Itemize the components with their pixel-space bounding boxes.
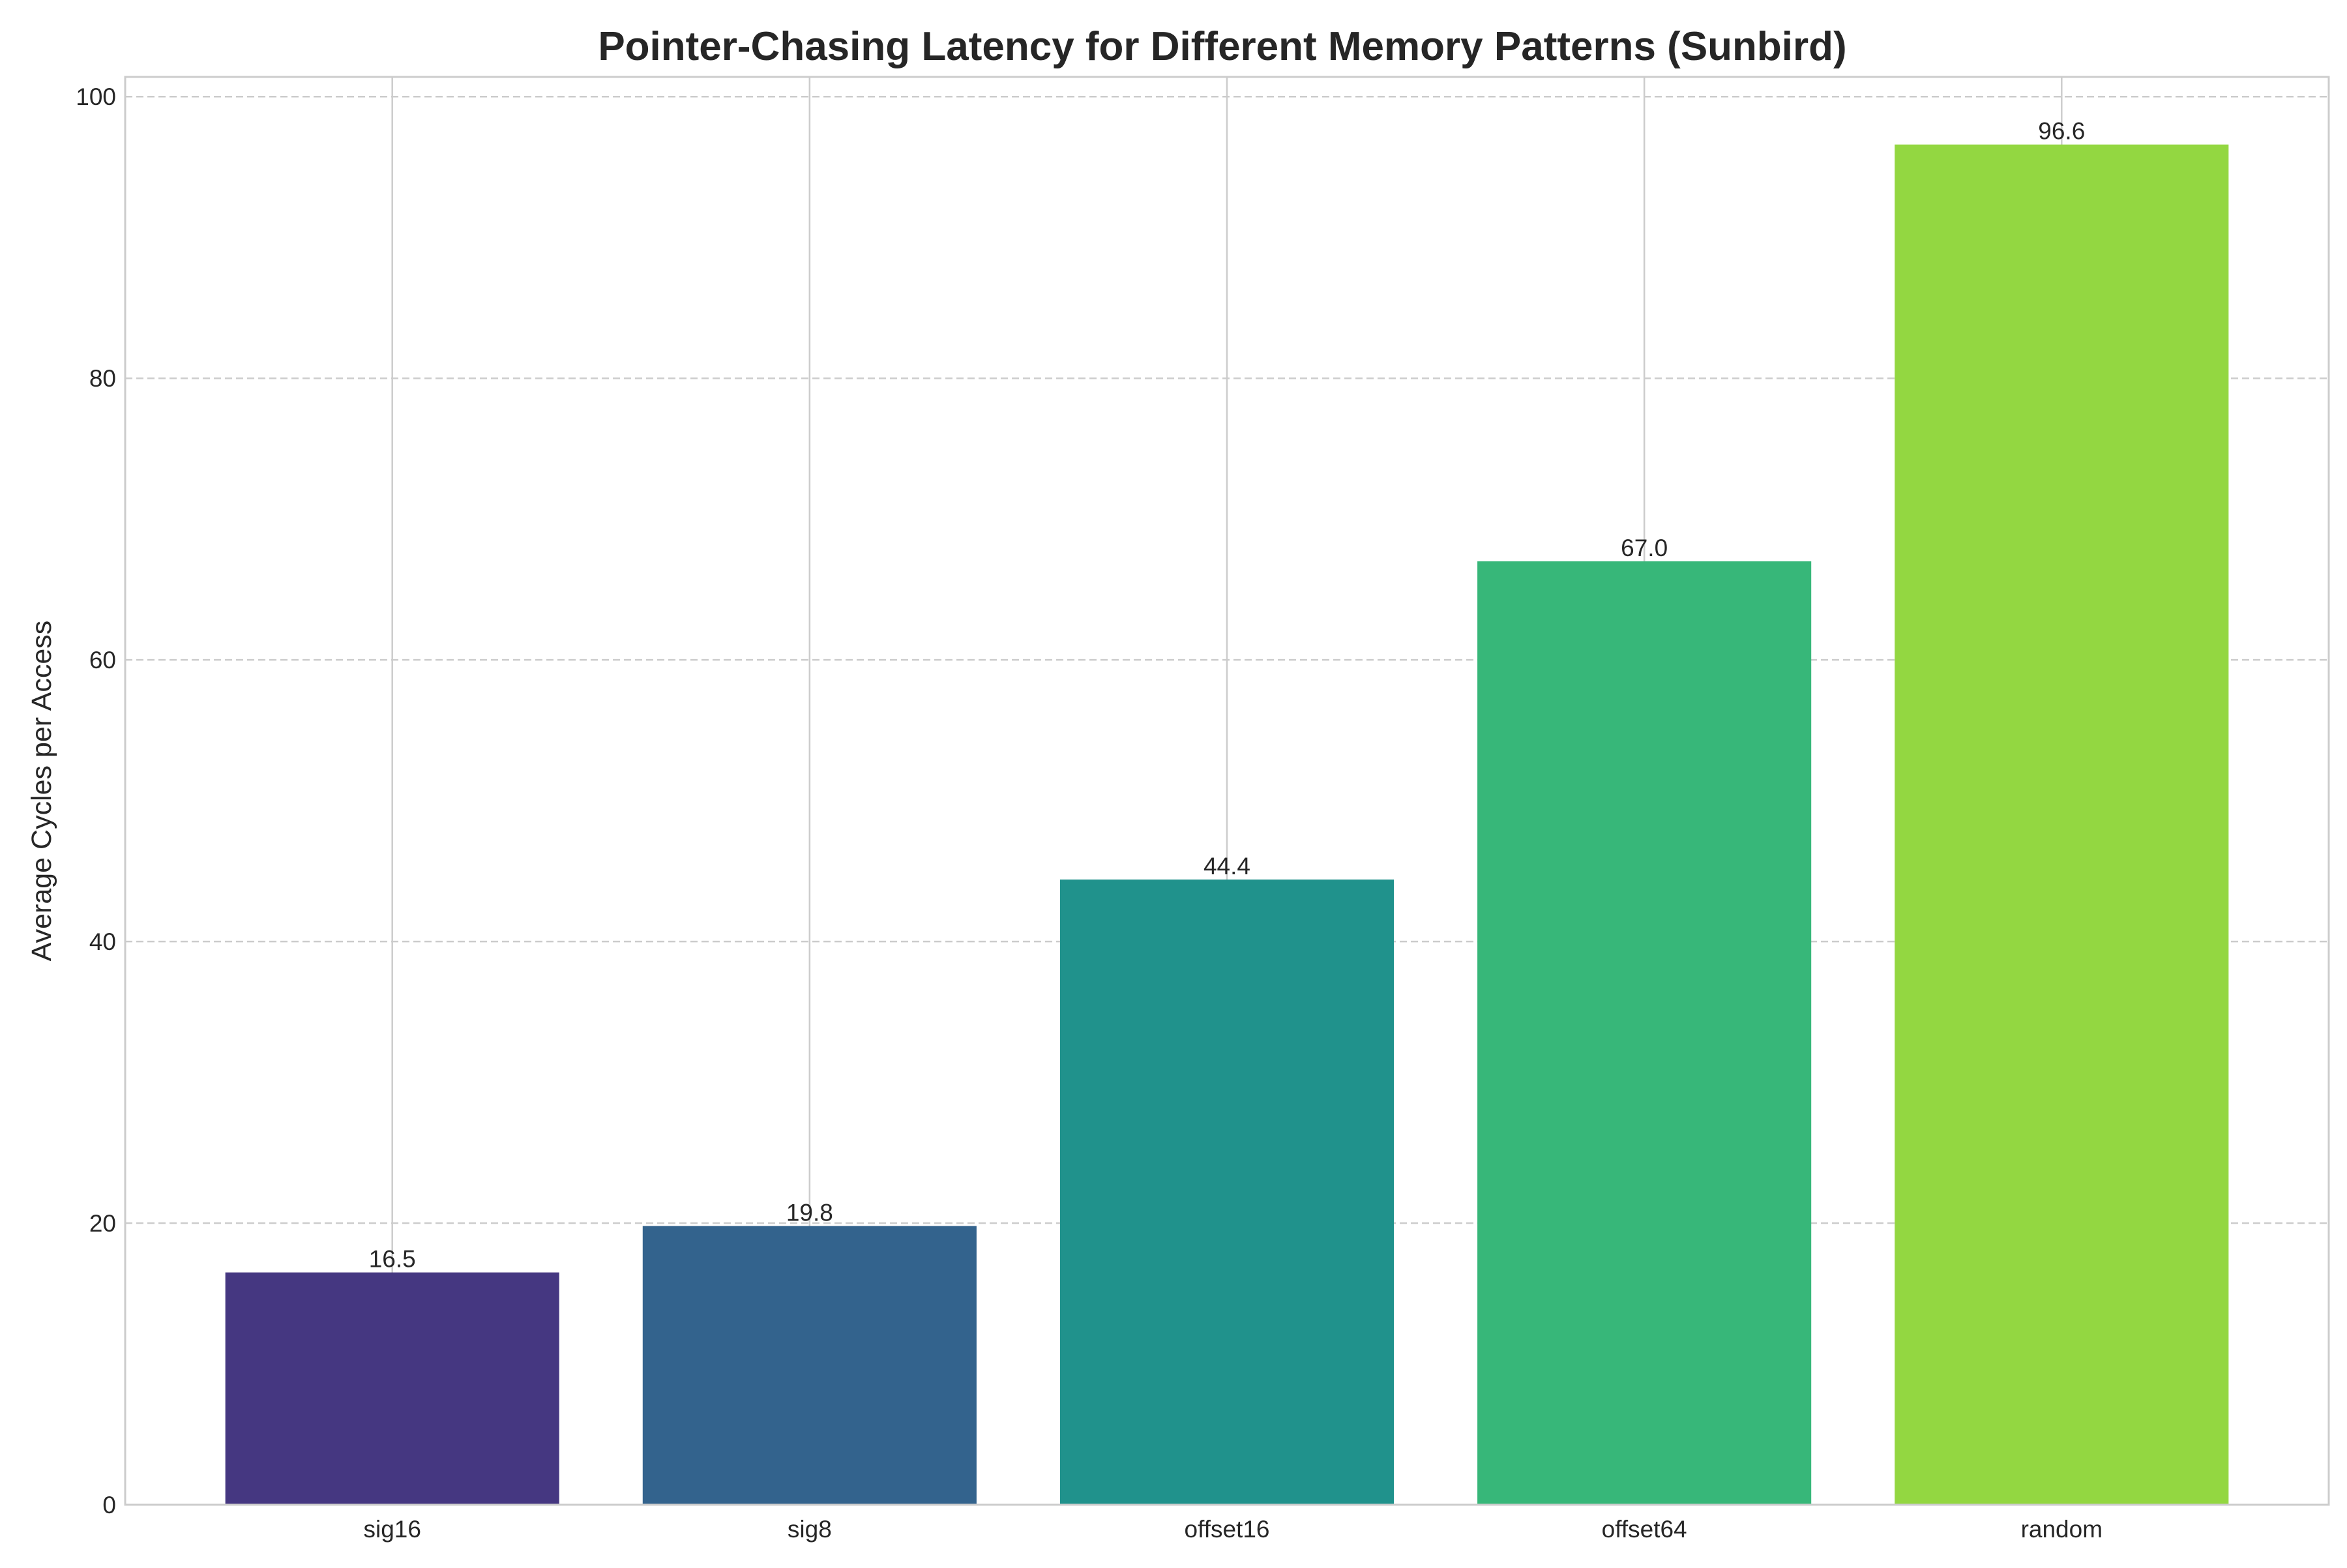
bar-offset16 xyxy=(1059,880,1395,1505)
data-label: 67.0 xyxy=(1621,535,1668,561)
y-axis-ticks: 0 20 40 60 80 100 xyxy=(76,83,116,1518)
bars xyxy=(225,144,2229,1505)
bar-sig8 xyxy=(642,1226,977,1505)
chart-title: Pointer-Chasing Latency for Different Me… xyxy=(598,24,1846,69)
data-label: 96.6 xyxy=(2038,118,2085,145)
bar-sig16 xyxy=(225,1272,559,1505)
x-tick-label: random xyxy=(2021,1516,2103,1543)
y-tick-label: 20 xyxy=(89,1210,116,1237)
y-tick-label: 0 xyxy=(102,1492,116,1518)
y-tick-label: 40 xyxy=(89,928,116,955)
x-tick-label: offset64 xyxy=(1602,1516,1687,1543)
y-tick-label: 100 xyxy=(76,83,116,110)
data-label: 44.4 xyxy=(1203,853,1250,880)
bar-random xyxy=(1895,144,2229,1505)
y-axis-label: Average Cycles per Access xyxy=(26,621,57,962)
x-axis-ticks: sig16 sig8 offset16 offset64 random xyxy=(363,1516,2103,1543)
data-label: 19.8 xyxy=(786,1199,833,1226)
x-tick-label: sig8 xyxy=(788,1516,832,1543)
x-tick-label: sig16 xyxy=(363,1516,421,1543)
y-tick-label: 80 xyxy=(89,365,116,392)
data-label: 16.5 xyxy=(369,1246,416,1273)
plot-frame xyxy=(124,76,2330,1506)
x-tick-label: offset16 xyxy=(1185,1516,1270,1543)
data-labels: 16.5 19.8 44.4 67.0 96.6 xyxy=(369,118,2086,1273)
bar-offset64 xyxy=(1477,561,1812,1505)
y-tick-label: 60 xyxy=(89,647,116,673)
